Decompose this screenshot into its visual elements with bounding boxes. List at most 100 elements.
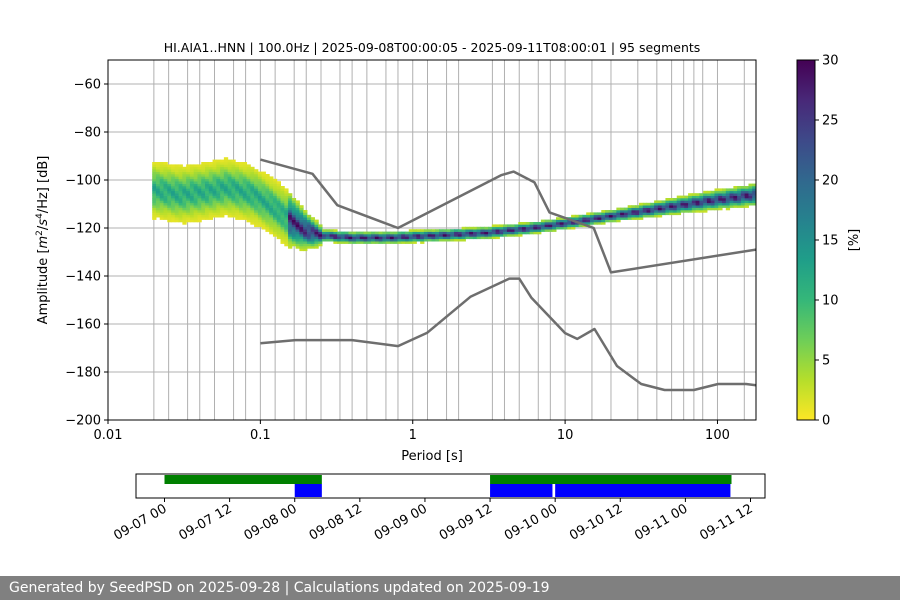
- pdf-cell: [205, 164, 210, 168]
- pdf-cell: [725, 193, 731, 196]
- pdf-cell: [189, 174, 195, 177]
- pdf-cell: [616, 217, 621, 220]
- pdf-cell: [744, 200, 749, 204]
- pdf-cell: [631, 212, 636, 216]
- pdf-cell: [401, 231, 406, 235]
- pdf-cell: [318, 238, 323, 242]
- pdf-cell: [669, 212, 674, 216]
- pdf-cell: [163, 181, 168, 184]
- pdf-cell: [563, 226, 568, 230]
- pdf-cell: [201, 186, 206, 189]
- pdf-cell: [163, 195, 168, 199]
- x-tick-label: 100: [705, 428, 730, 443]
- pdf-cell: [276, 212, 282, 216]
- pdf-cell: [238, 183, 244, 187]
- pdf-cell: [197, 207, 202, 211]
- pdf-cell: [201, 202, 206, 206]
- pdf-cell: [605, 212, 610, 216]
- pdf-cell: [223, 193, 229, 196]
- pdf-cell: [472, 231, 478, 235]
- pdf-cell: [182, 186, 187, 189]
- pdf-cell: [231, 202, 236, 206]
- pdf-cell: [722, 195, 727, 199]
- pdf-cell: [227, 188, 232, 192]
- pdf-cell: [227, 212, 232, 216]
- pdf-cell: [589, 219, 595, 223]
- pdf-cell: [325, 229, 331, 232]
- pdf-cell: [250, 198, 255, 201]
- pdf-cell: [257, 210, 263, 213]
- pdf-cell: [491, 226, 497, 230]
- pdf-cell: [446, 238, 451, 242]
- pdf-cell: [265, 181, 270, 184]
- pdf-cell: [272, 186, 278, 189]
- pdf-cell: [688, 207, 693, 211]
- pdf-cell: [227, 181, 232, 184]
- pdf-cell: [269, 195, 274, 199]
- pdf-cell: [288, 195, 293, 199]
- pdf-cell: [261, 176, 266, 180]
- pdf-cell: [288, 202, 293, 206]
- pdf-cell: [288, 198, 293, 201]
- pdf-cell: [167, 205, 172, 208]
- pdf-cell: [208, 169, 214, 172]
- pdf-cell: [446, 236, 451, 240]
- pdf-cell: [510, 226, 515, 230]
- pdf-cell: [178, 171, 183, 175]
- pdf-cell: [216, 176, 221, 180]
- pdf-cell: [269, 200, 274, 204]
- pdf-cell: [355, 236, 361, 240]
- pdf-cell: [254, 198, 259, 201]
- pdf-cell: [171, 176, 176, 180]
- pdf-cell: [714, 200, 719, 204]
- pdf-cell: [635, 212, 640, 216]
- pdf-cell: [310, 238, 315, 242]
- pdf-cell: [246, 219, 251, 223]
- pdf-cell: [261, 207, 266, 211]
- pdf-cell: [186, 217, 191, 220]
- pdf-cell: [216, 202, 221, 206]
- pdf-cell: [174, 207, 180, 211]
- pdf-cell: [220, 212, 225, 216]
- pdf-cell: [197, 186, 202, 189]
- pdf-cell: [193, 178, 198, 182]
- pdf-cell: [408, 238, 414, 242]
- pdf-cell: [152, 164, 157, 168]
- pdf-cell: [193, 181, 198, 184]
- pdf-cell: [163, 205, 168, 208]
- pdf-cell: [261, 181, 266, 184]
- pdf-cell: [359, 241, 365, 244]
- pdf-cell: [265, 186, 270, 189]
- pdf-cell: [159, 190, 165, 194]
- pdf-cell: [491, 236, 497, 240]
- pdf-cell: [288, 214, 293, 218]
- pdf-cell: [212, 176, 217, 180]
- pdf-cell: [295, 236, 300, 240]
- pdf-cell: [439, 229, 444, 232]
- pdf-cell: [389, 231, 395, 235]
- pdf-cell: [152, 183, 157, 187]
- pdf-cell: [186, 164, 191, 168]
- pdf-cell: [514, 231, 519, 235]
- pdf-cell: [348, 231, 353, 235]
- pdf-cell: [276, 207, 282, 211]
- pdf-cell: [223, 183, 229, 187]
- pdf-cell: [155, 210, 161, 213]
- pdf-cell: [461, 231, 466, 235]
- pdf-cell: [269, 183, 274, 187]
- pdf-cell: [193, 200, 198, 204]
- pdf-cell: [250, 219, 255, 223]
- pdf-cell: [197, 183, 202, 187]
- pdf-cell: [299, 241, 304, 244]
- pdf-cell: [306, 229, 312, 232]
- pdf-cell: [299, 214, 304, 218]
- pdf-cell: [318, 229, 323, 232]
- pdf-cell: [318, 236, 323, 240]
- pdf-cell: [280, 207, 285, 211]
- pdf-cell: [299, 243, 304, 247]
- pdf-cell: [714, 205, 719, 208]
- pdf-cell: [242, 174, 248, 177]
- pdf-cell: [257, 224, 263, 228]
- pdf-cell: [246, 195, 251, 199]
- pdf-cell: [257, 174, 263, 177]
